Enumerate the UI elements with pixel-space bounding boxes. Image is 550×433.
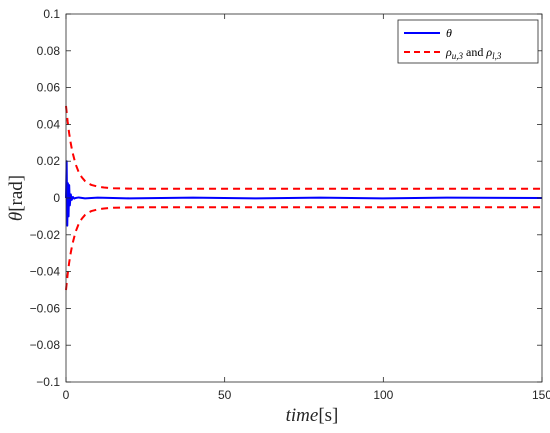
x-tick-label-2: 100: [373, 388, 393, 402]
y-tick-label-5: 0: [53, 191, 60, 205]
y-tick-label-8: 0.06: [37, 81, 61, 95]
y-tick-label-10: 0.1: [43, 7, 60, 21]
y-tick-label-3: −0.04: [30, 265, 61, 279]
y-axis-label-main: θ: [6, 212, 27, 221]
legend-label-rho: ρu,3 and ρl,3: [445, 45, 502, 61]
legend-rho-u-sub: u,3: [452, 51, 464, 61]
axes-frame: [65, 13, 543, 383]
legend-rho-l-sub: l,3: [492, 51, 502, 61]
x-tick-label-3: 150: [532, 388, 550, 402]
y-tick-label-1: −0.08: [30, 338, 61, 352]
y-tick-label-9: 0.08: [37, 44, 61, 58]
legend: θ ρu,3 and ρl,3: [397, 19, 539, 64]
y-tick-label-4: −0.02: [30, 228, 61, 242]
x-axis-label-main: time: [286, 405, 319, 426]
series-line-2: [65, 206, 542, 291]
series-layer: [65, 105, 543, 291]
series-line-0: [65, 160, 543, 227]
y-tick-label-7: 0.04: [37, 117, 61, 131]
series-line-1: [65, 105, 542, 190]
x-tick-label-1: 50: [218, 388, 232, 402]
legend-and: and: [463, 45, 486, 59]
x-axis-label-unit: [s]: [318, 405, 338, 426]
y-tick-label-6: 0.02: [37, 154, 61, 168]
x-axis-label: time[s]: [286, 405, 339, 426]
y-tick-label-2: −0.06: [30, 301, 61, 315]
y-axis-label-unit: [rad]: [6, 175, 27, 212]
legend-box: [397, 19, 539, 64]
legend-rho-u: ρ: [445, 45, 452, 59]
legend-label-theta: θ: [446, 26, 452, 40]
x-tick-label-0: 0: [63, 388, 70, 402]
y-tick-label-0: −0.1: [36, 375, 60, 389]
axes-box: [65, 13, 543, 383]
legend-rho-l: ρ: [485, 45, 492, 59]
y-axis-label: θ[rad]: [6, 175, 27, 221]
